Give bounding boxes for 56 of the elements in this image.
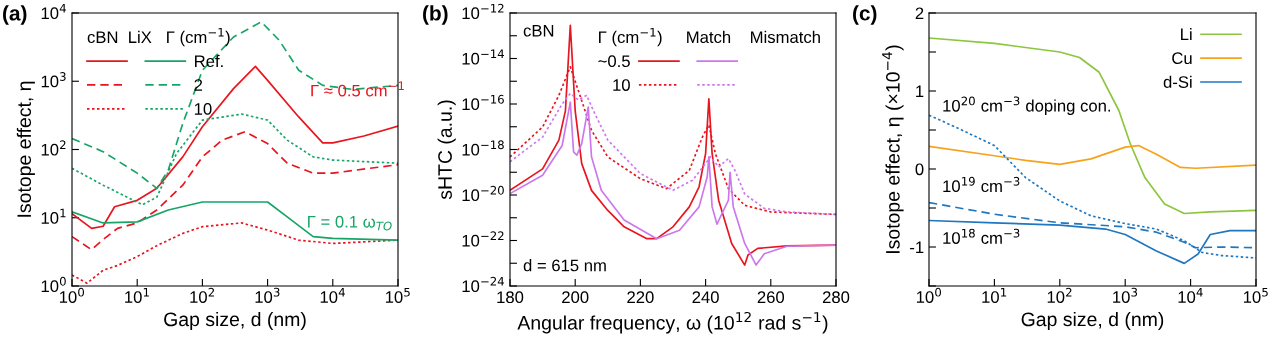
x-tick-label: 10$^{0}$	[59, 287, 85, 303]
annotation: 10$^{19}$ cm$^{−3}$	[943, 176, 1020, 193]
y-axis-title: Isotope effect, η (×10$^{−4}$)	[882, 45, 904, 253]
y-tick-label: 10$^{−18}$	[462, 140, 504, 156]
legend-label: Ref.	[195, 54, 223, 68]
y-tick-label: 10$^{−16}$	[462, 94, 504, 111]
y-tick-label: 10$^{−12}$	[462, 3, 504, 20]
annotation: Γ = 0.1 ω$_{TO}$	[308, 215, 392, 231]
chart-title: (c)	[853, 5, 877, 25]
legend-title: cBN LiX Γ (cm$^{−1}$)	[87, 28, 230, 47]
x-axis-title: Angular frequency, ω (10$^{12}$ rad s$^{−1}$)	[517, 311, 828, 334]
y-tick-label: 10$^{−14}$	[462, 49, 504, 65]
chart-title: (b)	[423, 5, 448, 25]
y-tick-label: 10$^{3}$	[41, 72, 66, 88]
x-axis-title: Gap size, d (nm)	[164, 311, 306, 331]
x-tick-label: 10$^{5}$	[1243, 287, 1268, 303]
y-tick-label: 10$^{−22}$	[462, 231, 504, 247]
annotation: 10$^{18}$ cm$^{−3}$	[943, 228, 1020, 244]
x-tick-label: 260	[757, 291, 785, 304]
x-tick-label: 10$^{2}$	[190, 287, 215, 303]
legend-label: 10	[194, 103, 212, 115]
legend-label: ~0.5	[598, 55, 630, 68]
x-tick-label: 280	[822, 291, 850, 304]
x-tick-label: 10$^{4}$	[320, 287, 345, 303]
x-tick-label: 10$^{1}$	[982, 287, 1007, 303]
legend-label: Cu	[1172, 52, 1192, 65]
y-tick-label: 2	[915, 7, 924, 20]
legend-label: 2	[194, 79, 203, 91]
y-tick-label: 0	[915, 163, 924, 176]
y-axis-title: Isotope effect, η	[16, 81, 35, 217]
x-tick-label: 200	[562, 291, 589, 304]
y-tick-label: 10$^{1}$	[41, 208, 66, 224]
x-tick-label: 10$^{5}$	[385, 287, 410, 303]
annotation: d = 615 nm	[523, 259, 606, 272]
annotation: cBN	[523, 24, 554, 37]
x-tick-label: 10$^{2}$	[1047, 287, 1072, 303]
y-tick-label: 10$^{2}$	[41, 140, 66, 156]
annotation: 10$^{20}$ cm$^{−3}$ doping con.	[943, 96, 1111, 115]
x-tick-label: 10$^{3}$	[1113, 287, 1138, 303]
y-tick-label: 10$^{−20}$	[462, 185, 504, 202]
legend-title: Γ (cm$^{−1}$) Match Mismatch	[599, 28, 820, 47]
y-tick-label: -1	[910, 241, 924, 254]
legend-label: d-Si	[1163, 75, 1192, 88]
chart-title: (a)	[3, 5, 27, 25]
x-axis-title: Gap size, d (nm)	[1021, 311, 1164, 331]
legend-label: Li	[1181, 28, 1192, 41]
x-tick-label: 180	[497, 291, 524, 304]
x-tick-label: 10$^{3}$	[255, 287, 280, 303]
y-axis-title: sHTC (a.u.)	[437, 100, 456, 200]
y-tick-label: 1	[916, 85, 924, 98]
x-tick-label: 240	[692, 291, 719, 304]
x-tick-label: 10$^{4}$	[1178, 287, 1203, 303]
y-tick-label: 10$^{4}$	[41, 4, 66, 20]
x-tick-label: 220	[627, 291, 654, 304]
x-tick-label: 10$^{1}$	[125, 287, 149, 303]
legend-label: 10	[613, 79, 630, 91]
